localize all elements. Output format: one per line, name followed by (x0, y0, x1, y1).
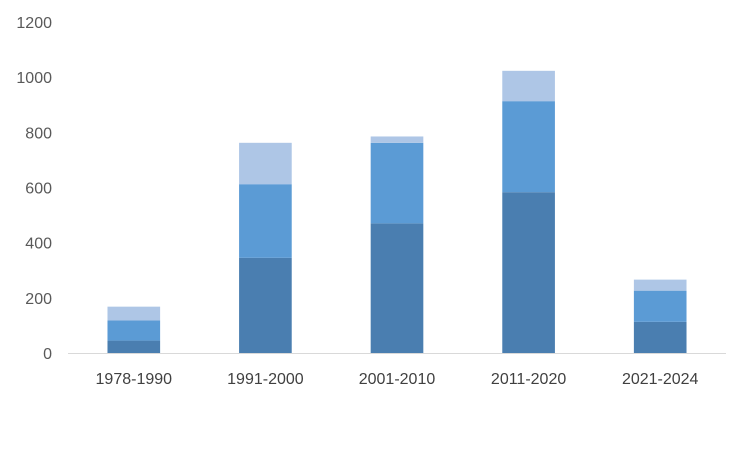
bar-segment-series-1-1978-1990 (107, 340, 161, 353)
bar-segment-series-3-1991-2000 (239, 142, 292, 185)
bar-segment-series-1-1991-2000 (239, 257, 292, 353)
x-category-label: 2001-2010 (359, 371, 436, 388)
x-category-label: 2021-2024 (622, 371, 699, 388)
x-category-label: 1978-1990 (96, 371, 173, 388)
bar-segment-series-3-2011-2020 (502, 70, 555, 102)
bar-segment-series-2-1991-2000 (239, 184, 292, 258)
y-tick-label: 800 (25, 125, 52, 142)
y-tick-label: 1000 (16, 70, 52, 87)
bar-segment-series-3-2001-2010 (370, 136, 424, 143)
bar-segment-series-2-2011-2020 (502, 101, 555, 193)
y-tick-label: 600 (25, 181, 52, 198)
x-category-label: 2011-2020 (491, 371, 566, 388)
bar-segment-series-2-1978-1990 (107, 320, 161, 341)
bar-segment-series-1-2001-2010 (370, 223, 424, 353)
y-tick-label: 200 (25, 291, 52, 308)
bar-segment-series-3-1978-1990 (107, 306, 161, 321)
bars (107, 70, 687, 353)
x-category-label: 1991-2000 (227, 371, 304, 388)
bar-segment-series-1-2011-2020 (502, 192, 555, 353)
y-tick-label: 400 (25, 236, 52, 253)
y-tick-label: 1200 (16, 15, 52, 32)
bar-segment-series-2-2021-2024 (633, 290, 687, 322)
y-tick-label: 0 (43, 346, 52, 363)
bar-segment-series-3-2021-2024 (633, 279, 687, 291)
x-axis-labels: 1978-1990 1991-2000 2001-2010 2011-2020 2021… (96, 371, 699, 388)
bar-segment-series-2-2001-2010 (370, 142, 424, 224)
y-axis-ticks: 0 200 400 600 800 1000 1200 (16, 15, 52, 363)
bar-segment-series-1-2021-2024 (633, 321, 687, 353)
